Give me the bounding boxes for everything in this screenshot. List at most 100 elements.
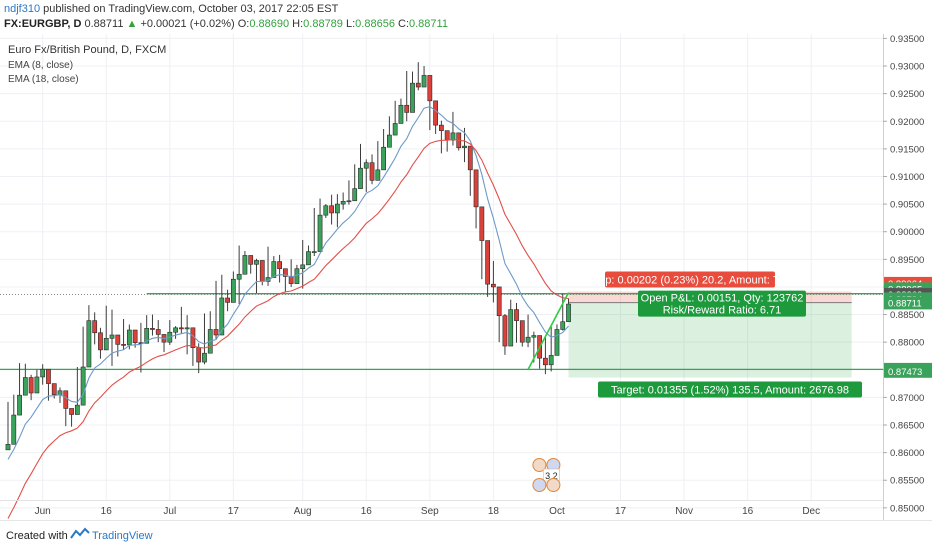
- price-badge: 0.87473: [884, 364, 932, 378]
- candle-body: [184, 327, 190, 330]
- candle-body: [543, 357, 548, 366]
- target-label-bg: [598, 381, 862, 398]
- candle-body: [98, 332, 103, 351]
- candle-body: [519, 320, 525, 343]
- candle-body: [531, 335, 537, 338]
- price-tick-label: 0.86000: [890, 448, 924, 459]
- candle-body: [387, 134, 392, 148]
- price-tick-label: 0.91000: [890, 172, 924, 183]
- candle-body: [554, 329, 560, 356]
- price-tick-label: 0.92500: [890, 89, 924, 100]
- candle-body: [323, 205, 329, 216]
- candle-body: [508, 309, 514, 347]
- low-label: L:: [345, 18, 356, 30]
- price-badge: 0.88711: [884, 296, 932, 310]
- candle-body: [178, 327, 184, 330]
- candle-body: [5, 444, 11, 451]
- ema8-line: [7, 106, 569, 460]
- price-tick-label: 0.85000: [890, 503, 924, 514]
- candle-body: [57, 390, 63, 395]
- candle-body: [427, 75, 433, 102]
- time-tick-label: 16: [361, 506, 373, 517]
- candle-body: [311, 251, 317, 253]
- time-tick-label: Sep: [421, 506, 439, 517]
- created-with-label: Created with: [6, 530, 68, 542]
- target-label: Target: 0.01355 (1.52%) 135.5, Amount: 2…: [611, 385, 849, 397]
- candle-body: [496, 286, 502, 316]
- candle-body: [92, 320, 98, 334]
- ema-lines: [7, 106, 569, 519]
- tradingview-link[interactable]: TradingView: [92, 530, 153, 542]
- price-badge-label: 0.87473: [888, 367, 922, 378]
- price-tick-label: 0.88500: [890, 310, 924, 321]
- target-label-box: Target: 0.01355 (1.52%) 135.5, Amount: 2…: [598, 381, 862, 398]
- candle-body: [277, 261, 282, 270]
- pnl-box: Open P&L: 0.00151, Qty: 123762Risk/Rewar…: [638, 290, 806, 317]
- ema18-line: [7, 138, 569, 519]
- time-tick-label: Nov: [675, 506, 693, 517]
- author-link[interactable]: ndjf310: [4, 3, 41, 15]
- price-change: +0.00021 (+0.02%): [140, 18, 235, 30]
- candle-body: [421, 75, 427, 88]
- price-tick-label: 0.89500: [890, 255, 924, 266]
- chart-header: ndjf310 published on TradingView.com, Oc…: [0, 0, 932, 34]
- candle-body: [196, 347, 202, 363]
- candle-body: [415, 82, 421, 88]
- price-tick-label: 0.87000: [890, 393, 924, 404]
- candle-body: [392, 123, 398, 136]
- time-tick-label: Jul: [163, 506, 176, 517]
- price-chart[interactable]: Stop: 0.00202 (0.23%) 20.2, Amount: 750 O…: [0, 34, 932, 520]
- candle-body: [51, 383, 57, 395]
- candle-body: [259, 260, 265, 282]
- candle-body: [375, 169, 381, 181]
- candle-body: [363, 162, 369, 169]
- candle-body: [236, 273, 242, 280]
- price-badge-bg: [884, 296, 932, 310]
- candle-body: [381, 146, 386, 171]
- tradingview-logo-icon: [70, 527, 90, 539]
- candle-body: [126, 329, 132, 346]
- time-tick-label: Aug: [294, 506, 312, 517]
- trend-line: [527, 292, 570, 370]
- time-axis: Jun 16 Jul 17 Aug 16 Sep 18 Oct 17 Nov 16 Dec: [0, 500, 883, 517]
- ohlc-line: FX:EURGBP, D 0.88711 ▲ +0.00021 (+0.02%)…: [4, 18, 448, 30]
- candle-body: [248, 255, 254, 265]
- candle-body: [467, 145, 473, 171]
- pnl-label: Open P&L: 0.00151, Qty: 123762: [641, 293, 804, 305]
- chart-legend: Euro Fx/British Pound, D, FXCM EMA (8, c…: [8, 44, 166, 85]
- candle-body: [230, 278, 236, 303]
- candle-body: [404, 104, 410, 113]
- candle-body: [213, 329, 219, 336]
- events-badge[interactable]: 3 2: [532, 458, 561, 492]
- candle-body: [28, 377, 34, 394]
- candle-body: [491, 283, 496, 288]
- candle-body: [86, 320, 92, 368]
- stop-label: Stop: 0.00202 (0.23%) 20.2, Amount: 750: [589, 275, 791, 287]
- candle-body: [514, 309, 519, 321]
- candle-body: [473, 169, 479, 208]
- candle-body: [317, 214, 323, 252]
- time-tick-label: Jun: [35, 506, 51, 517]
- candle-body: [22, 377, 28, 396]
- candle-body: [40, 368, 46, 378]
- price-tick-label: 0.88000: [890, 338, 924, 349]
- price-tick-label: 0.90000: [890, 227, 924, 238]
- time-tick-label: 16: [742, 506, 754, 517]
- price-tick-label: 0.91500: [890, 144, 924, 155]
- candle-body: [358, 167, 363, 189]
- candle-body: [282, 268, 288, 277]
- high-label: H:: [292, 18, 304, 30]
- candle-body: [132, 329, 138, 344]
- event-count: 3 2: [545, 471, 558, 481]
- candle-body: [306, 251, 311, 266]
- price-badge-bg: [884, 364, 932, 378]
- price-tick-label: 0.93500: [890, 34, 924, 45]
- candle-body: [334, 203, 340, 214]
- publish-info: published on TradingView.com, October 03…: [43, 3, 339, 15]
- candles: [5, 62, 571, 451]
- open-value: 0.88690: [249, 18, 290, 30]
- candle-body: [352, 188, 358, 202]
- publish-line: ndjf310 published on TradingView.com, Oc…: [4, 3, 338, 15]
- candle-body: [155, 329, 161, 335]
- candle-body: [121, 344, 126, 346]
